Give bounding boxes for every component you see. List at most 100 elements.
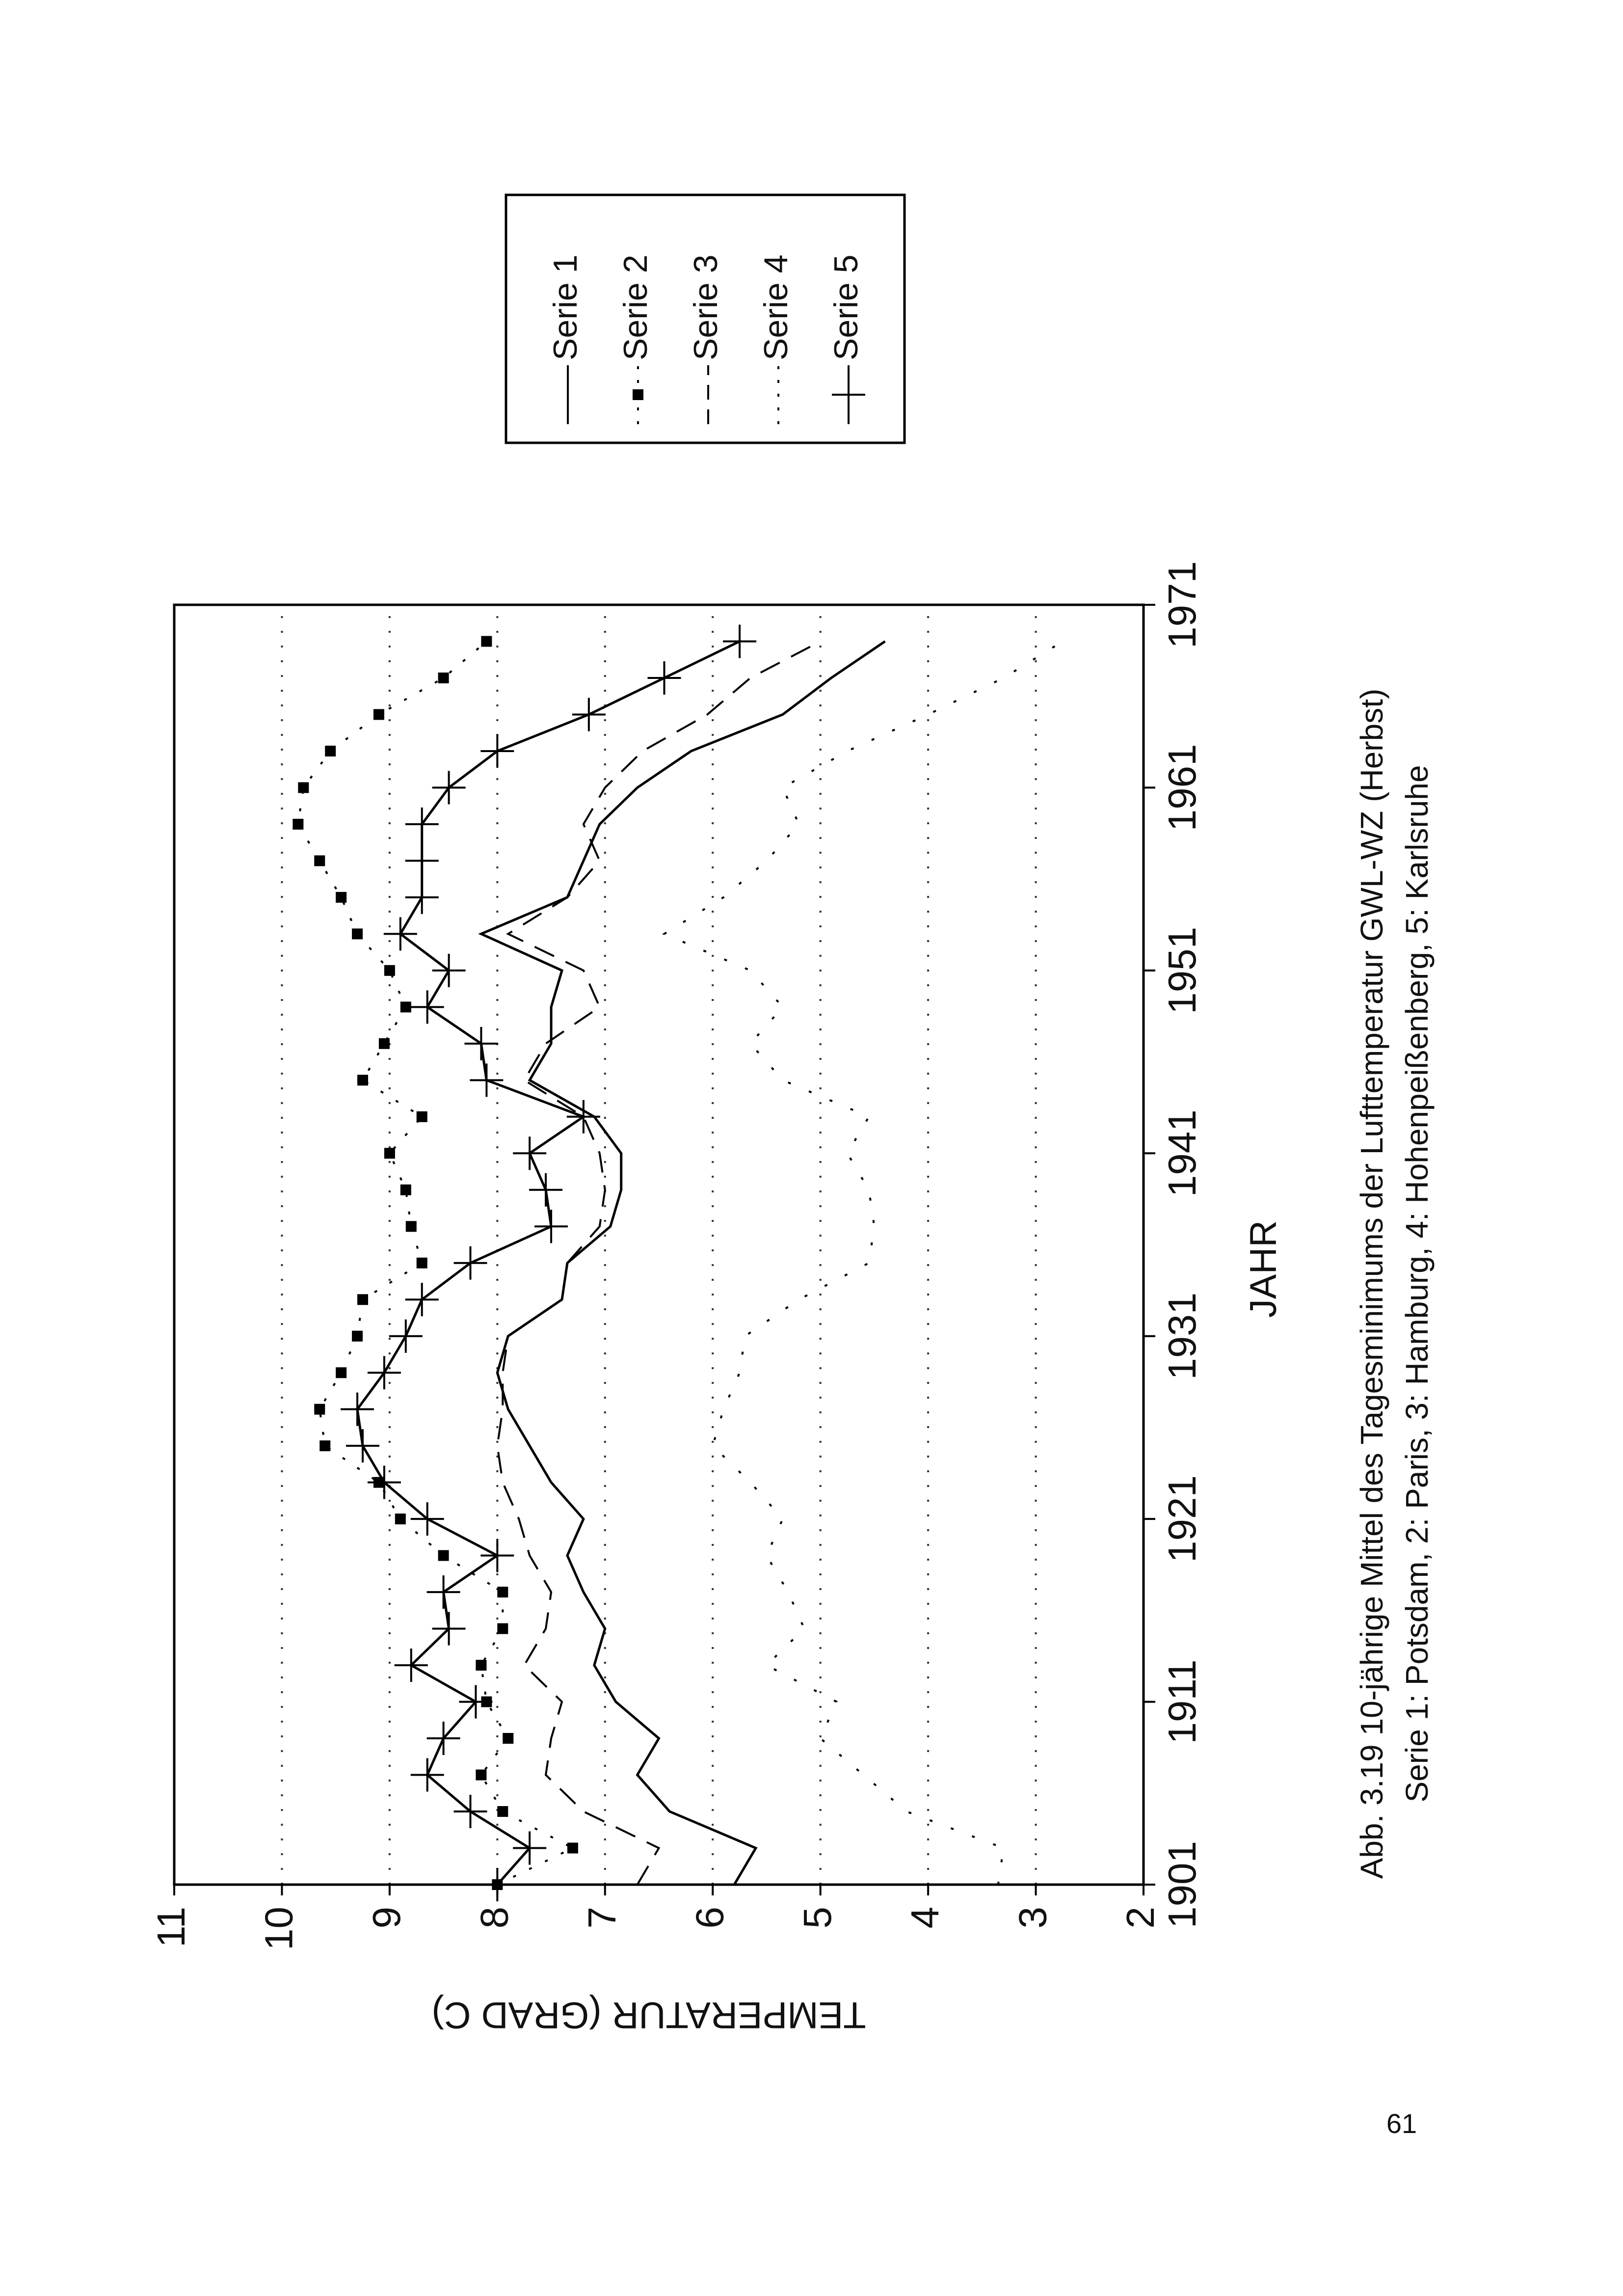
legend-label: Serie 5	[827, 255, 865, 360]
square-marker	[405, 1221, 417, 1232]
plus-marker	[464, 1026, 498, 1060]
x-tick-label: 1941	[1160, 1109, 1204, 1197]
y-tick-label: 8	[472, 1907, 516, 1929]
square-marker	[357, 1294, 369, 1305]
page-number: 61	[1386, 2108, 1417, 2139]
square-marker	[314, 1404, 325, 1415]
y-tick-label: 10	[257, 1907, 301, 1950]
y-tick-label: 9	[365, 1907, 408, 1929]
plus-marker	[480, 734, 514, 768]
square-marker	[481, 636, 492, 647]
x-tick-label: 1911	[1160, 1660, 1204, 1744]
plus-marker	[647, 661, 681, 695]
legend-label: Serie 2	[617, 255, 654, 360]
square-marker	[384, 1148, 395, 1159]
plus-marker	[410, 990, 444, 1024]
plus-marker	[432, 1612, 466, 1646]
legend-label: Serie 1	[547, 255, 584, 360]
plus-marker	[480, 1868, 514, 1901]
plot-frame	[173, 603, 1145, 1886]
legend-marker	[633, 389, 643, 400]
square-marker	[476, 1660, 487, 1671]
square-marker	[400, 1184, 411, 1195]
square-marker	[352, 1330, 363, 1342]
x-tick-label: 1971	[1160, 561, 1204, 648]
y-tick-label: 11	[149, 1907, 193, 1947]
x-tick-label: 1951	[1160, 927, 1204, 1014]
plus-marker	[405, 844, 439, 878]
x-axis-title: JAHR	[1243, 1220, 1284, 1318]
plus-marker	[480, 1539, 514, 1572]
series-line	[478, 640, 886, 1886]
square-marker	[503, 1733, 514, 1744]
legend-marker	[832, 378, 865, 411]
square-marker	[293, 818, 304, 830]
square-marker	[497, 1587, 508, 1598]
square-marker	[476, 1769, 487, 1781]
square-marker	[325, 745, 336, 756]
y-tick-label: 7	[580, 1907, 624, 1929]
y-tick-label: 4	[903, 1907, 947, 1929]
square-marker	[497, 1623, 508, 1634]
plus-marker	[566, 1100, 600, 1134]
plus-marker	[341, 1392, 374, 1426]
plus-marker	[405, 807, 439, 841]
square-marker	[298, 782, 309, 793]
square-marker	[567, 1842, 578, 1854]
y-tick-label: 5	[796, 1907, 839, 1929]
plus-marker	[367, 1356, 401, 1390]
square-marker	[378, 1038, 390, 1049]
square-marker	[395, 1513, 406, 1525]
x-tick-label: 1901	[1160, 1841, 1204, 1928]
plus-marker	[513, 1136, 547, 1170]
square-marker	[319, 1440, 331, 1452]
y-tick-label: 3	[1011, 1907, 1055, 1929]
square-marker	[497, 1806, 508, 1817]
plus-marker	[394, 1648, 428, 1682]
legend-label: Serie 4	[757, 255, 795, 360]
y-tick-label: 2	[1118, 1907, 1162, 1929]
legend-label: Serie 3	[687, 255, 724, 360]
square-marker	[352, 928, 363, 940]
plus-marker	[405, 880, 439, 914]
caption-line: Abb. 3.19 10-jährige Mittel des Tagesmin…	[1354, 689, 1389, 1879]
plus-marker	[534, 1210, 568, 1243]
plus-marker	[389, 1319, 423, 1353]
square-marker	[357, 1075, 369, 1086]
plus-marker	[432, 953, 466, 987]
x-tick-label: 1961	[1160, 744, 1204, 831]
rotated-chart: 2 3 4 5 6 7 8 9 10 11 1901 1911 1921 1931 1941 1951 1961…	[149, 193, 1435, 2036]
plus-marker	[459, 1685, 493, 1719]
plus-marker	[346, 1429, 380, 1463]
plus-marker	[453, 1795, 487, 1829]
plus-marker	[572, 698, 606, 731]
plus-marker	[426, 1722, 460, 1756]
plus-marker	[410, 1758, 444, 1792]
plus-marker	[453, 1246, 487, 1280]
plus-marker	[723, 624, 757, 658]
plus-marker	[426, 1575, 460, 1609]
x-tick-label: 1921	[1160, 1475, 1204, 1563]
square-marker	[438, 1550, 449, 1561]
square-marker	[438, 672, 449, 683]
plus-marker	[513, 1831, 547, 1865]
plus-marker	[529, 1173, 563, 1207]
square-marker	[384, 965, 395, 976]
plus-marker	[383, 917, 417, 951]
x-tick-label: 1931	[1160, 1293, 1204, 1380]
plus-marker	[432, 771, 466, 805]
square-marker	[416, 1111, 427, 1122]
plus-marker	[405, 1283, 439, 1317]
legend-box	[505, 193, 906, 444]
caption-line: Serie 1: Potsdam, 2: Paris, 3: Hamburg, …	[1399, 765, 1435, 1802]
square-marker	[314, 855, 325, 866]
y-axis-title: TEMPERATUR (GRAD C)	[431, 1994, 866, 2036]
square-marker	[373, 709, 384, 720]
plus-marker	[410, 1502, 444, 1536]
plus-marker	[470, 1063, 504, 1097]
square-marker	[336, 891, 347, 903]
square-marker	[400, 1001, 411, 1013]
plus-marker	[367, 1465, 401, 1499]
